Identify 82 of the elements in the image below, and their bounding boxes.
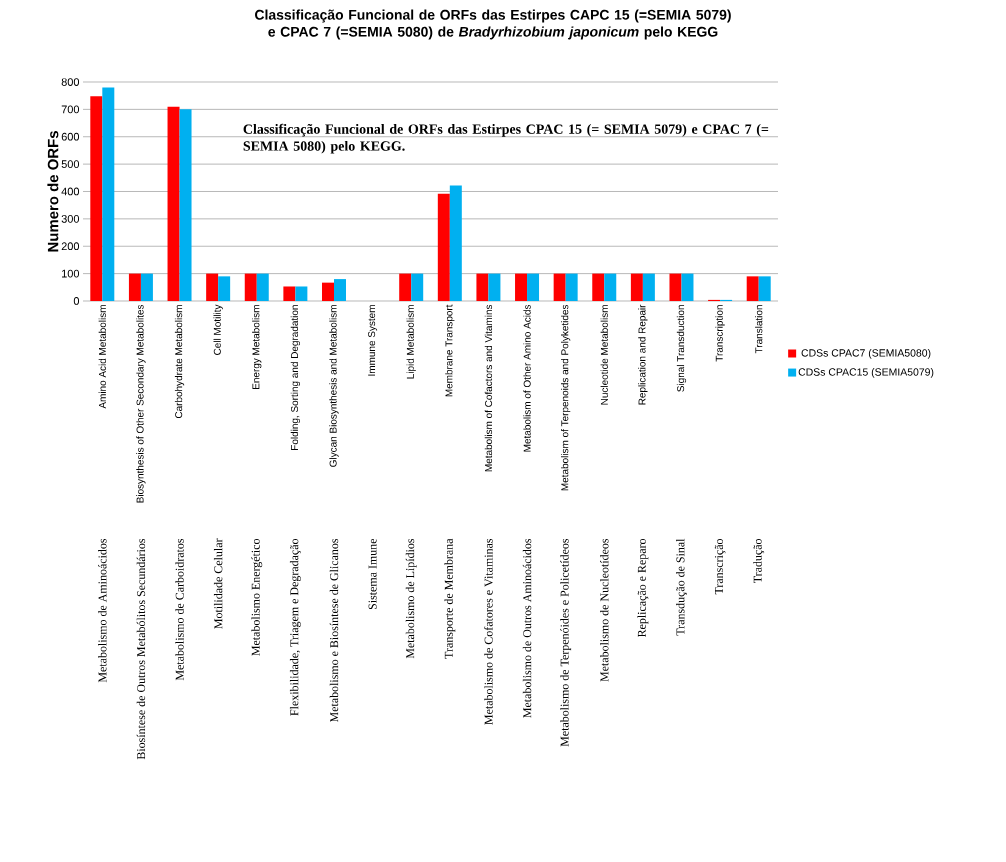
- chart-title: Classificação Funcional de ORFs das Estirpes CAPC 15 (=SEMIA 5079) e CPAC 7 (=SEMIA 5080) de Bradyrhizobium japonicum pelo KEGG: [255, 9, 731, 40]
- text: Transdução de Sinal: [676, 538, 687, 636]
- x-tick-label: Metabolism of Other Amino Acids: [523, 304, 531, 452]
- text: Metabolismo de Carboidratos: [175, 538, 184, 681]
- legend-label: CDSs CPAC15 (SEMIA5079): [798, 368, 934, 378]
- y-tick-label: 300: [61, 215, 80, 223]
- y-tick-label: 400: [61, 187, 80, 196]
- x-tick-label: Amino Acid Metabolism: [98, 305, 106, 409]
- text: Replicação e Reparo: [637, 538, 649, 638]
- bar: [244, 273, 257, 301]
- bar: [102, 87, 115, 301]
- bar: [669, 273, 682, 301]
- bar: [179, 109, 192, 301]
- x-tick-label: Glycan Biosynthesis and Metabolism: [329, 305, 339, 467]
- y-tick-label: 500: [61, 160, 80, 168]
- bar: [681, 273, 694, 301]
- x-tick-label: Replication and Repair: [638, 304, 648, 405]
- x-tick-label: Biosynthesis of Other Secondary Metabolites: [136, 304, 146, 503]
- x-tick-label: Energy Metabolism: [252, 305, 262, 389]
- text: Metabolismo de Outros Aminoácidos: [522, 538, 532, 718]
- bar: [758, 276, 771, 301]
- y-tick-label: 600: [61, 132, 80, 141]
- bar: [553, 273, 566, 301]
- bar: [642, 273, 655, 301]
- bar: [592, 273, 605, 301]
- bar: [411, 273, 424, 301]
- text: Tradução: [753, 538, 765, 583]
- bar: [565, 273, 578, 301]
- bar: [90, 96, 103, 301]
- x-tick-label: Immune System: [368, 305, 378, 376]
- text: Motilidade Celular: [213, 538, 223, 629]
- legend-label: CDSs CPAC7 (SEMIA5080): [801, 348, 931, 359]
- text: Metabolismo e Biosíntese de Glicanos: [329, 538, 339, 723]
- x-tick-label: Carbohydrate Metabolism: [174, 305, 185, 419]
- text: Flexibilidade, Triagem e Degradação: [289, 538, 301, 716]
- bar: [604, 273, 617, 301]
- x-tick-label: Metabolism of Cofactors and Vitamins: [484, 304, 493, 472]
- bar: [295, 286, 308, 301]
- annotation: Classificação Funcional de ORFs das Estirpes CPAC 15 (= SEMIA 5079) e CPAC 7 (= SEMIA 5080) pelo KEGG.: [243, 123, 769, 154]
- bar: [218, 276, 231, 301]
- bar: [488, 273, 501, 301]
- y-tick-label: 800: [61, 78, 80, 86]
- text: Metabolismo de Cofatores e Vitaminas: [484, 538, 493, 725]
- bar: [399, 273, 412, 301]
- text: Transcrição: [714, 538, 726, 595]
- x-tick-label: Transcription: [715, 305, 725, 362]
- x-tick-label: Translation: [755, 305, 763, 354]
- x-tick-label: Lipid Metabolism: [406, 305, 416, 379]
- bar: [283, 286, 296, 301]
- x-tick-label: Membrane Transport: [445, 304, 455, 397]
- x-tick-label: Signal Transduction: [676, 305, 687, 392]
- y-tick-label: 100: [62, 269, 80, 278]
- bar: [128, 273, 141, 301]
- text: Metabolismo de Aminoácidos: [98, 538, 107, 683]
- text: Biosíntese de Outros Metabólitos Secundários: [136, 538, 146, 760]
- y-axis-title: Numero de ORFs: [47, 131, 59, 252]
- bar: [437, 193, 450, 301]
- bar: [476, 273, 489, 301]
- y-tick-label: 700: [61, 105, 80, 114]
- text: Metabolismo de Nucleotídeos: [600, 538, 609, 682]
- y-tick-label: 200: [61, 242, 80, 251]
- text: Metabolismo de Lipídios: [405, 538, 417, 659]
- bar: [746, 276, 759, 301]
- y-tick-label: 0: [73, 297, 80, 305]
- bar: [206, 273, 219, 301]
- bar: [256, 273, 269, 301]
- text: Metabolismo Energético: [251, 538, 263, 656]
- text: Sistema Imune: [368, 538, 377, 610]
- bar: [527, 273, 540, 301]
- x-tick-label: Cell Motility: [213, 304, 223, 355]
- bar: [515, 273, 528, 301]
- bar: [321, 282, 334, 301]
- x-tick-label: Folding, Sorting and Degradation: [290, 305, 301, 450]
- bar: [333, 279, 346, 301]
- bar: [167, 106, 180, 301]
- text: Metabolismo de Terpenóides e Policetídeos: [560, 538, 572, 747]
- bar: [630, 273, 643, 301]
- bar: [140, 273, 153, 301]
- bar: [449, 185, 462, 301]
- text: Transporte de Membrana: [444, 538, 456, 659]
- x-tick-label: Nucleotide Metabolism: [600, 305, 608, 405]
- x-tick-label: Metabolism of Terpenoids and Polyketides: [561, 304, 571, 491]
